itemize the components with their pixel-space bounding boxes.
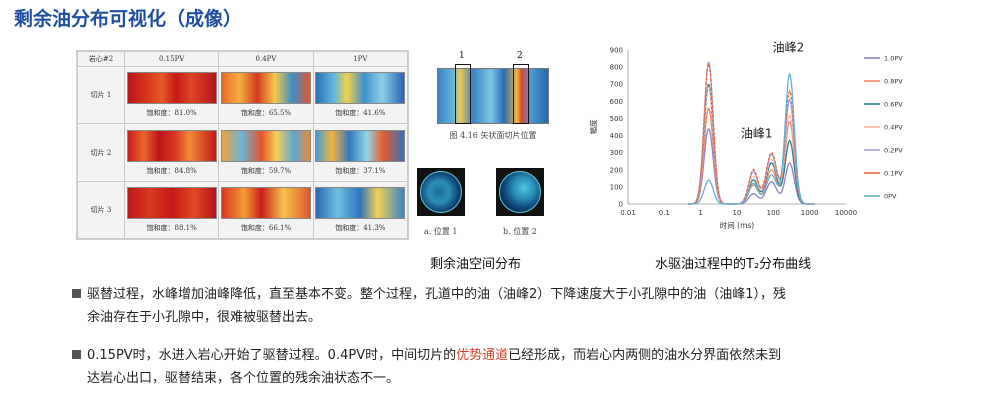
series-line-0.6PV [687,83,815,205]
saturation-value: 饱和度：65.5% [240,109,292,118]
legend-label: 0.4PV [884,124,903,132]
spatial-distribution-caption: 剩余油空间分布 [430,257,522,272]
figure-caption: 图 4.16 矢状面切片位置 [449,131,537,140]
position-2-caption: b. 位置 2 [503,227,537,236]
highlight-term: 优势通道 [456,348,509,363]
x-tick-label: 100 [767,209,780,217]
col-header: 0.15PV [123,50,220,68]
y-tick-label: 200 [610,166,623,174]
row-label: 切片 1 [77,66,125,125]
bullet-point-1: 驱替过程，水峰增加油峰降低，直至基本不变。整个过程，孔道中的油（油峰2）下降速度… [72,283,952,329]
x-axis-label: 时间 (ms) [720,220,755,230]
bullet-text: 达岩心出口，驱替结束，各个位置的残余油状态不一。 [87,371,400,386]
x-tick-label: 0.01 [620,209,636,217]
series-line-1.0PV [687,128,815,205]
saturation-table: 岩心#2 0.15PV 0.4PV 1PV 切片 1 饱和度：81.0% 饱和度… [76,50,409,240]
saturation-value: 饱和度：88.1% [146,223,197,232]
x-tick-label: 10000 [835,209,857,217]
bullet-text: 驱替过程，水峰增加油峰降低，直至基本不变。整个过程，孔道中的油（油峰2）下降速度… [87,287,787,302]
slice-image [126,186,217,219]
legend-label: 0.2PV [884,147,903,155]
row-label: 切片 2 [77,123,125,182]
saturation-value: 饱和度：37.1% [335,166,386,175]
slice-image [220,72,311,105]
y-tick-label: 900 [610,47,623,55]
y-tick-label: 600 [610,98,623,106]
y-tick-label: 400 [610,132,623,140]
core-disc-image [499,171,541,213]
slice-position-box-1 [455,64,471,124]
position-1-caption: a. 位置 1 [424,227,458,236]
series-line-0.1PV [687,63,815,205]
slice-image [315,186,406,219]
legend-label: 0.1PV [884,170,903,178]
core-disc-image [420,171,462,213]
y-tick-label: 500 [610,115,623,123]
slice-image [220,129,311,162]
y-tick-label: 800 [610,64,623,72]
sagittal-slice-image [437,68,549,124]
legend-label: 0PV [884,193,897,201]
table-corner: 岩心#2 [77,50,125,68]
bullet-text: 余油存在于小孔隙中，很难被驱替出去。 [87,310,322,325]
x-tick-label: 1 [698,209,702,217]
bullet-text: 0.15PV时，水进入岩心开始了驱替过程。0.4PV时，中间切片的 [87,348,457,363]
legend-label: 0.8PV [884,78,903,86]
saturation-value: 饱和度：84.8% [146,166,197,175]
x-tick-label: 10 [733,209,742,217]
saturation-value: 饱和度：41.6% [335,109,386,118]
y-tick-label: 100 [610,183,623,191]
ct-cross-section-1 [417,168,465,216]
bullet-square-icon [72,289,81,298]
saturation-value: 饱和度：59.7% [240,166,292,175]
peak-annotation: 油峰1 [741,126,773,140]
x-tick-label: 1000 [801,209,819,217]
saturation-value: 饱和度：41.3% [335,223,386,232]
bullet-square-icon [72,350,81,359]
page-title: 剩余油分布可视化（成像） [14,8,243,30]
y-tick-label: 700 [610,81,623,89]
legend-label: 0.6PV [884,101,903,109]
slice-image [220,186,311,219]
col-header: 1PV [312,50,409,68]
saturation-value: 饱和度：66.1% [240,223,292,232]
y-tick-label: 0 [619,201,623,209]
slice-position-box-2 [513,64,529,124]
ct-cross-section-2 [496,168,544,216]
row-label: 切片 3 [77,180,125,240]
y-tick-label: 300 [610,149,623,157]
marker-label-2: 2 [517,51,523,61]
peak-annotation: 油峰2 [773,41,805,55]
saturation-value: 饱和度：81.0% [146,109,197,118]
y-axis-label: 幅度 [588,119,598,134]
col-header: 0.4PV [218,50,314,68]
x-tick-label: 0.1 [659,209,670,217]
slice-image [126,129,217,162]
bullet-text: 已经形成，而岩心内两侧的油水分界面依然未到 [508,348,782,363]
series-line-0PV [687,72,815,205]
bullet-point-2: 0.15PV时，水进入岩心开始了驱替过程。0.4PV时，中间切片的优势通道已经形… [72,344,952,390]
legend-label: 1.0PV [884,55,903,63]
slice-image [315,72,406,105]
series-line-0.4PV [687,85,815,205]
slice-image [126,72,217,105]
marker-label-1: 1 [459,51,465,61]
slice-image [315,129,406,162]
t2-distribution-chart: 0 100 200 300 400 500 600 700 800 900 0.01 0.1 1 10 10… [588,41,903,230]
chart-caption: 水驱油过程中的T₂分布曲线 [655,257,812,272]
